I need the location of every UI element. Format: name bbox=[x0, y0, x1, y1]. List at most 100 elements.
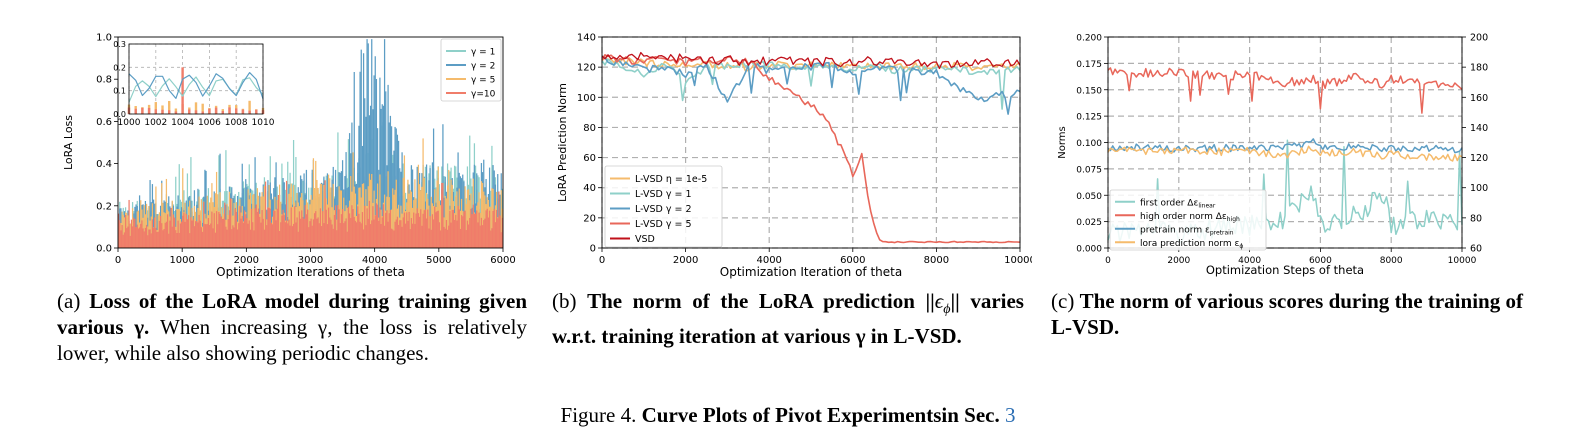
figure-caption-ref[interactable]: 3 bbox=[1004, 403, 1016, 427]
chart-b: 0 2000 4000 6000 8000 10000 0 20 40 60 80 100 120 140… bbox=[552, 22, 1032, 280]
chart-a-frame bbox=[117, 36, 504, 249]
chart-c-legend-label: first order Δεlinear bbox=[1140, 198, 1216, 209]
chart-b-ytick-label: 20 bbox=[583, 213, 596, 224]
caption-c-bold: The norm of various scores during the tr… bbox=[1051, 289, 1524, 339]
chart-a-inset-xtick-label: 1004 bbox=[171, 118, 194, 128]
chart-b-axes: 0 2000 4000 6000 8000 10000 0 20 40 60 80 100 120 140 bbox=[577, 33, 1032, 267]
chart-c-frame bbox=[1107, 36, 1463, 249]
chart-c-ytick-right-label: 140 bbox=[1470, 123, 1488, 134]
chart-c-ytick-label: 0.075 bbox=[1076, 165, 1102, 175]
chart-c-ytick-label: 0.175 bbox=[1076, 60, 1102, 70]
chart-b-ytick-label: 60 bbox=[583, 153, 596, 164]
chart-b-legend-box bbox=[604, 165, 723, 248]
caption-b: (b) The norm of the LoRA prediction ||ϵϕ… bbox=[552, 288, 1024, 349]
chart-b-legend-label: VSD bbox=[635, 234, 655, 245]
chart-a-legend-label: γ = 2 bbox=[471, 62, 495, 72]
chart-c-legend-label: lora prediction norm εϕ bbox=[1140, 239, 1243, 250]
chart-a-inset: 1000 1002 1004 1006 1008 1010 0.0 0.1 0.2 0.3 bbox=[113, 40, 274, 128]
caption-b-prefix: (b) bbox=[552, 289, 588, 313]
chart-a-bars bbox=[117, 39, 504, 248]
caption-a: (a) Loss of the LoRA model during traini… bbox=[57, 288, 527, 366]
chart-c-ytick-label: 0.000 bbox=[1076, 245, 1102, 255]
chart-a-ytick-label: 0.0 bbox=[96, 244, 112, 255]
chart-a-inset-xtick-label: 1006 bbox=[198, 118, 221, 128]
chart-a-legend-label: γ=10 bbox=[471, 90, 496, 100]
chart-b-xlabel: Optimization Iteration of theta bbox=[720, 265, 902, 279]
chart-b-xtick-label: 6000 bbox=[840, 255, 865, 266]
chart-b-ytick-label: 120 bbox=[577, 63, 596, 74]
chart-a-inset-xtick-label: 1000 bbox=[118, 118, 141, 128]
chart-c-legend-label: pretrain norm εpretrain bbox=[1140, 225, 1234, 236]
chart-b-svg: 0 2000 4000 6000 8000 10000 0 20 40 60 80 100 120 140… bbox=[556, 33, 1032, 280]
chart-b-legend-label: L-VSD γ = 1 bbox=[635, 189, 692, 200]
chart-b-ytick-label: 0 bbox=[590, 244, 596, 255]
chart-a-inset-xtick-label: 1010 bbox=[252, 118, 275, 128]
chart-a-inset-xtick-label: 1008 bbox=[225, 118, 248, 128]
chart-a-ytick-label: 1.0 bbox=[96, 33, 112, 44]
chart-c-ytick-right-label: 120 bbox=[1470, 153, 1488, 164]
chart-b-ytick-label: 80 bbox=[583, 123, 596, 134]
chart-c-axes: 0 2000 4000 6000 8000 10000 0.000 0.025 0.050 0.0… bbox=[1076, 34, 1476, 267]
chart-c-ytick-right-label: 160 bbox=[1470, 93, 1488, 104]
chart-c-legend-sub: high bbox=[1227, 216, 1240, 223]
caption-c-prefix: (c) bbox=[1051, 289, 1080, 313]
chart-c-ytick-right-label: 60 bbox=[1470, 244, 1482, 255]
chart-a-xtick-label: 5000 bbox=[426, 255, 451, 266]
chart-a-axes: 0 1000 2000 3000 4000 5000 6000 0.0 0.2 0.4 0.6 0.8… bbox=[96, 33, 516, 267]
chart-a: 0 1000 2000 3000 4000 5000 6000 0.0 0.2 0.4 0.6 0.8… bbox=[58, 22, 528, 280]
chart-a-legend-label: γ = 5 bbox=[471, 76, 495, 86]
chart-b-lines bbox=[601, 51, 1021, 244]
chart-c-ytick-label: 0.200 bbox=[1076, 34, 1102, 44]
chart-b-xtick-label: 0 bbox=[599, 255, 605, 266]
figure-caption: Figure 4. Curve Plots of Pivot Experimen… bbox=[0, 402, 1576, 428]
chart-b-legend-label: L-VSD γ = 5 bbox=[635, 219, 692, 230]
chart-b-frame bbox=[601, 36, 1021, 249]
chart-c-xtick-label: 8000 bbox=[1380, 256, 1403, 266]
chart-b-legend-label: L-VSD η = 1e-5 bbox=[635, 174, 707, 185]
chart-a-xlabel: Optimization Iterations of theta bbox=[216, 265, 405, 279]
chart-c-series-line bbox=[1107, 138, 1463, 154]
figure-caption-prefix: Figure 4. bbox=[560, 403, 642, 427]
chart-a-inset-ytick-label: 0.0 bbox=[113, 110, 126, 119]
chart-b-series-line bbox=[601, 55, 1021, 115]
chart-b-xtick-label: 2000 bbox=[673, 255, 698, 266]
chart-b-series-line bbox=[601, 51, 1021, 70]
chart-c-series-line bbox=[1107, 145, 1463, 162]
chart-c-legend-sub: ϕ bbox=[1239, 243, 1243, 250]
chart-b-legend: L-VSD η = 1e-5 L-VSD γ = 1 L-VSD γ = 2 L-VS… bbox=[604, 165, 723, 248]
chart-c-xtick-label: 4000 bbox=[1238, 256, 1261, 266]
caption-b-math-sub: ϕ bbox=[943, 302, 951, 318]
chart-b-legend-label: L-VSD γ = 2 bbox=[635, 204, 692, 215]
caption-a-prefix: (a) bbox=[57, 289, 90, 313]
chart-a-inset-ytick-label: 0.3 bbox=[113, 40, 126, 49]
chart-a-legend-label: γ = 1 bbox=[471, 48, 495, 58]
chart-c-legend-box bbox=[1109, 189, 1267, 251]
caption-a-bold: Loss of the LoRA model during training g… bbox=[57, 289, 527, 339]
chart-c: 0 2000 4000 6000 8000 10000 0.000 0.025 0.050 0.0… bbox=[1052, 22, 1522, 280]
chart-a-xtick-label: 6000 bbox=[490, 255, 515, 266]
chart-a-xtick-label: 4000 bbox=[362, 255, 387, 266]
chart-b-xtick-label: 4000 bbox=[756, 255, 781, 266]
caption-a-rest: When increasing γ, the loss is relativel… bbox=[57, 315, 527, 365]
chart-c-ytick-right-label: 80 bbox=[1470, 213, 1482, 224]
chart-b-ytick-label: 40 bbox=[583, 183, 596, 194]
chart-c-ytick-label: 0.025 bbox=[1076, 218, 1102, 228]
chart-c-xtick-label: 0 bbox=[1105, 256, 1111, 266]
chart-a-xtick-label: 0 bbox=[115, 255, 121, 266]
chart-a-xtick-label: 3000 bbox=[298, 255, 323, 266]
chart-a-ylabel: LoRA Loss bbox=[62, 115, 75, 170]
chart-a-inset-frame bbox=[128, 43, 264, 115]
caption-b-math: ϵ bbox=[934, 289, 944, 313]
chart-a-inset-line bbox=[128, 76, 264, 103]
chart-a-ytick-label: 0.8 bbox=[96, 75, 112, 86]
chart-a-xtick-label: 2000 bbox=[234, 255, 259, 266]
chart-a-ytick-label: 0.6 bbox=[96, 117, 112, 128]
chart-c-ytick-right-label: 200 bbox=[1470, 33, 1488, 44]
chart-c-ytick-right-label: 180 bbox=[1470, 63, 1488, 74]
chart-b-series-line bbox=[601, 53, 1021, 244]
chart-a-inset-ytick-label: 0.2 bbox=[113, 63, 126, 72]
chart-c-legend-label: high order norm Δεhigh bbox=[1140, 212, 1240, 223]
chart-a-ytick-label: 0.2 bbox=[96, 201, 112, 212]
chart-a-inset-line bbox=[128, 71, 264, 100]
chart-c-ytick-label: 0.100 bbox=[1076, 139, 1102, 149]
